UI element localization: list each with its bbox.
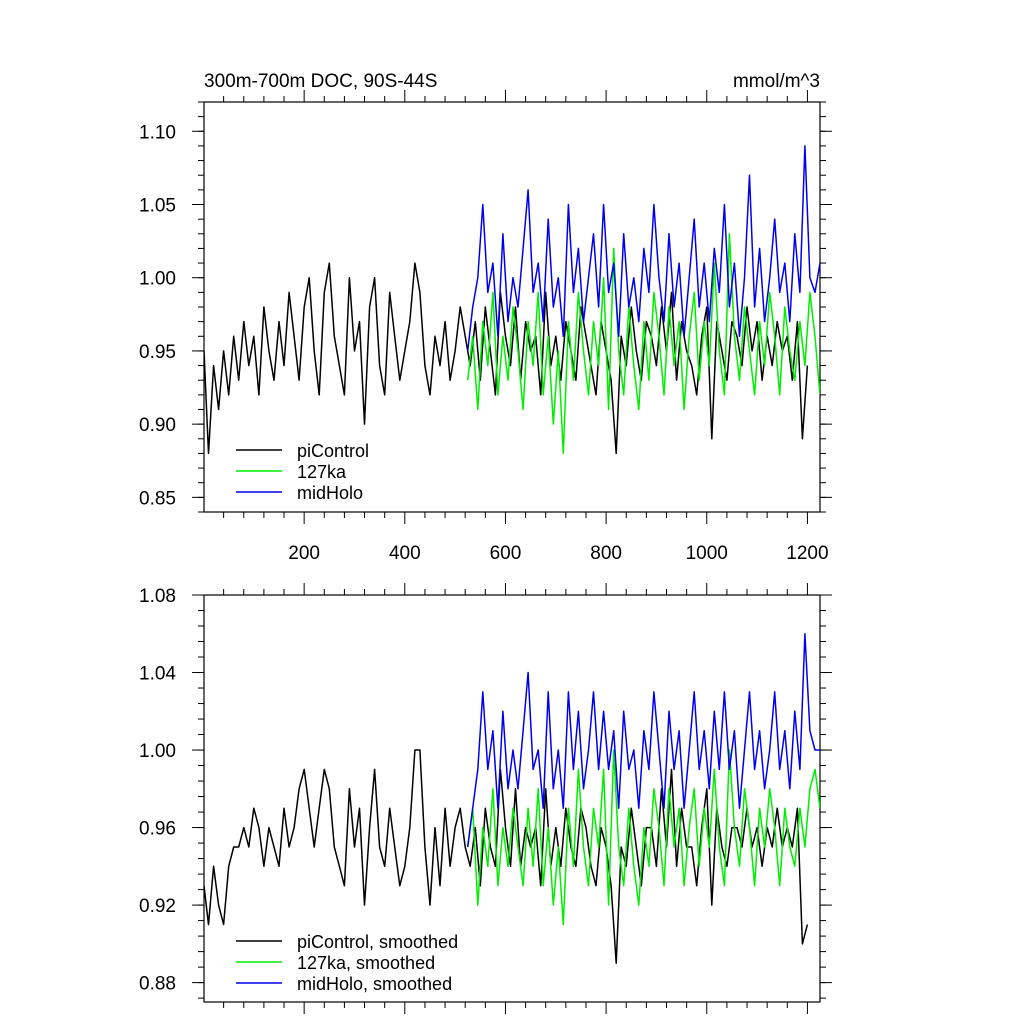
x-tick-label: 400	[389, 543, 421, 564]
top-ticks	[192, 90, 832, 524]
legend-label: piControl	[297, 441, 369, 461]
series-line-picontrol	[204, 749, 809, 964]
chart-units: mmol/m^3	[733, 71, 820, 92]
series-line-127ka	[466, 233, 820, 455]
y-tick-label: 0.92	[139, 896, 176, 917]
legend-label: 127ka, smoothed	[297, 953, 435, 973]
legend-label: midHolo, smoothed	[297, 974, 452, 994]
legend-label: midHolo	[297, 483, 363, 503]
series-line-picontrol	[204, 262, 809, 455]
x-tick-label: 200	[288, 543, 320, 564]
bottom-ticks	[192, 583, 832, 1014]
y-tick-label: 0.90	[139, 415, 176, 436]
top-x-tick-labels: 200 400 600 800 1000 1200	[288, 543, 828, 564]
y-tick-label: 0.85	[139, 488, 176, 509]
series-line-midholo	[466, 145, 820, 351]
y-tick-label: 1.05	[139, 196, 176, 217]
y-tick-label: 0.95	[139, 342, 176, 363]
series-line-midholo	[466, 633, 820, 848]
y-tick-label: 1.00	[139, 269, 176, 290]
plot-frame	[203, 594, 821, 1003]
top-y-tick-labels: 0.85 0.90 0.95 1.00 1.05 1.10	[139, 122, 176, 509]
y-tick-label: 1.10	[139, 122, 176, 143]
y-tick-label: 1.00	[139, 741, 176, 762]
legend-label: piControl, smoothed	[297, 932, 458, 952]
series-line-127ka	[466, 749, 820, 926]
x-tick-label: 1000	[686, 543, 728, 564]
y-tick-label: 1.08	[139, 586, 176, 607]
x-tick-label: 800	[590, 543, 622, 564]
bottom-y-tick-labels: 0.88 0.92 0.96 1.00 1.04 1.08	[139, 586, 176, 995]
bottom-axes	[203, 594, 821, 1003]
bottom-series	[204, 633, 820, 964]
top-series	[204, 145, 820, 455]
y-tick-label: 0.96	[139, 819, 176, 840]
x-tick-label: 1200	[786, 543, 828, 564]
y-tick-label: 0.88	[139, 974, 176, 995]
legend-label: 127ka	[297, 462, 347, 482]
chart-title: 300m-700m DOC, 90S-44S	[204, 71, 437, 92]
x-tick-label: 600	[490, 543, 522, 564]
y-tick-label: 1.04	[139, 664, 176, 685]
top-panel: 300m-700m DOC, 90S-44S mmol/m^3 0.85 0.90…	[139, 71, 832, 564]
bottom-panel: 0.88 0.92 0.96 1.00 1.04 1.08 piControl, smoo…	[139, 583, 832, 1014]
